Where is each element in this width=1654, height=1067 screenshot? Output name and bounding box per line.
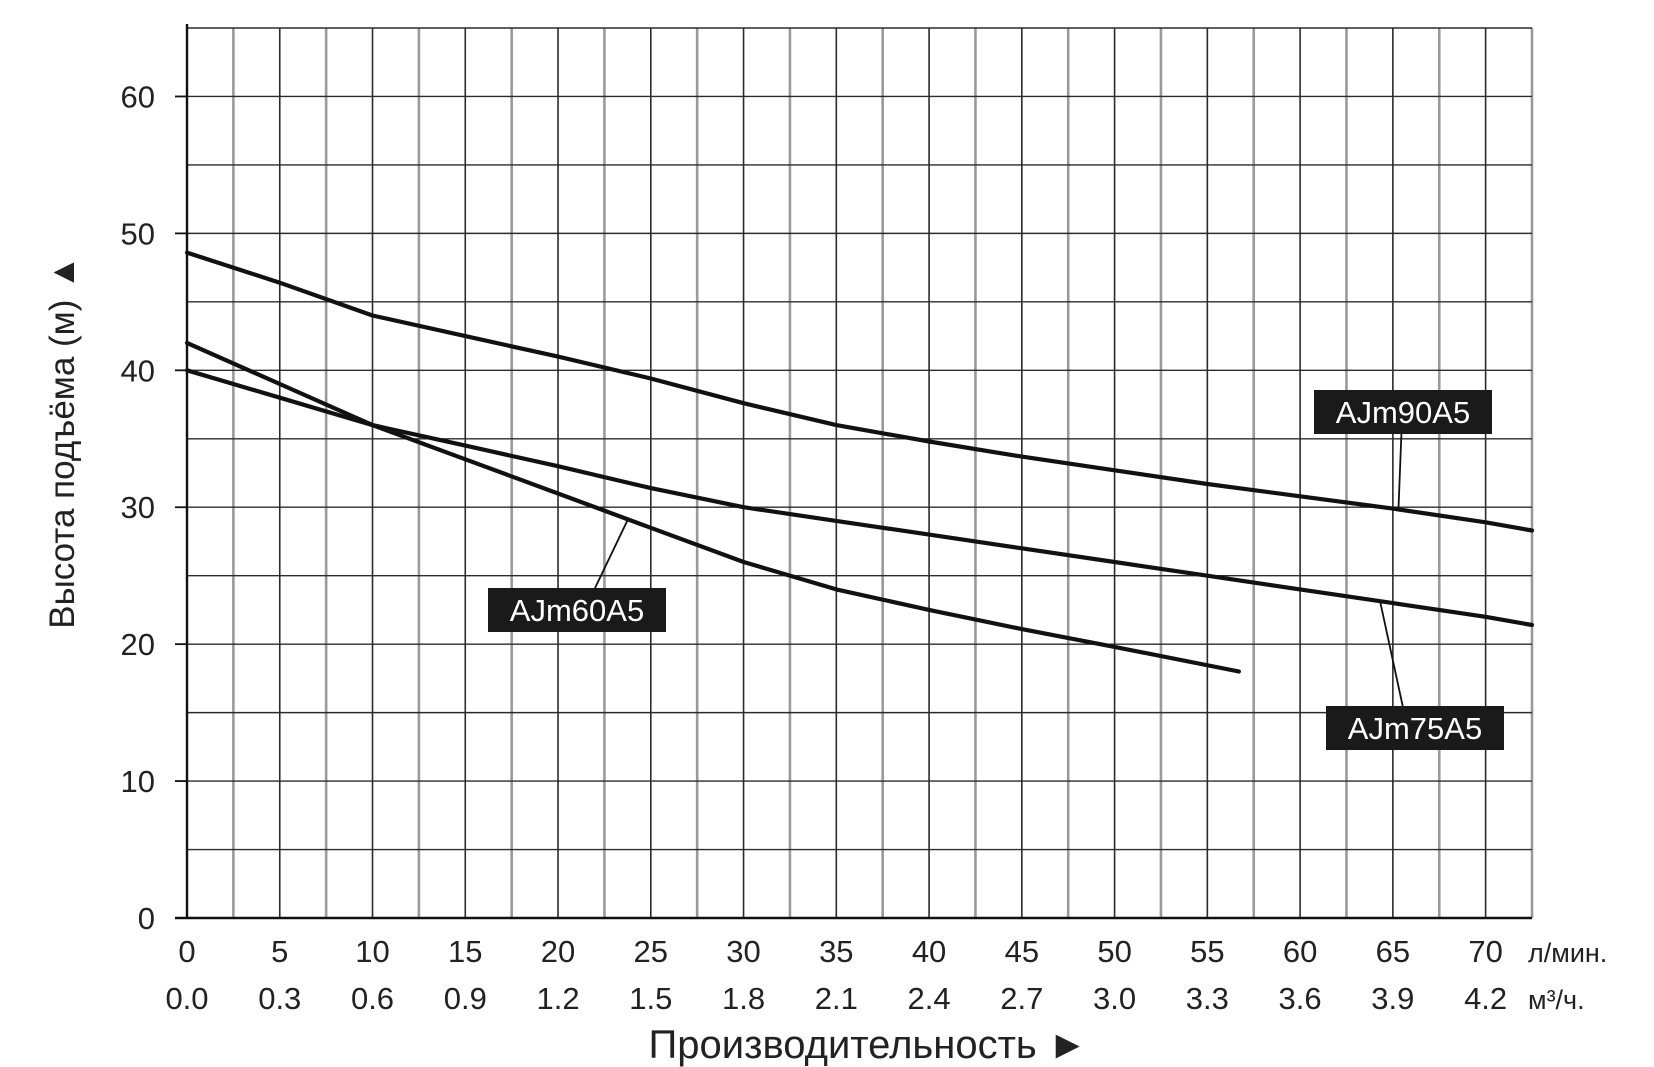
x-tick-label-primary: 0 — [178, 934, 195, 969]
x-tick-label-primary: 55 — [1190, 934, 1224, 969]
leader-line-AJm60A5 — [594, 517, 630, 589]
y-tick-label: 30 — [121, 490, 155, 525]
x-tick-label-secondary: 2.7 — [1000, 981, 1043, 1016]
x-tick-label-secondary: 3.9 — [1371, 981, 1414, 1016]
x-tick-label-secondary: 0.9 — [444, 981, 487, 1016]
y-tick-label: 60 — [121, 79, 155, 114]
x-tick-label-primary: 15 — [448, 934, 482, 969]
series-lines — [184, 250, 1535, 674]
x-tick-label-secondary: 0.0 — [165, 981, 208, 1016]
grid — [186, 27, 1534, 919]
x-tick-label-primary: 25 — [634, 934, 668, 969]
series-label-box-AJm60A5 — [488, 588, 666, 632]
x-tick-label-primary: 40 — [912, 934, 946, 969]
series-labels: AJm90A5 AJm75A5 AJm60A5 — [488, 390, 1504, 750]
axes — [175, 24, 1532, 920]
x-tick-label-primary: 20 — [541, 934, 575, 969]
x-tick-label-secondary: 4.2 — [1464, 981, 1507, 1016]
y-tick-label: 20 — [121, 627, 155, 662]
x-tick-label-primary: 45 — [1005, 934, 1039, 969]
y-axis-title: Высота подъёма (м) ▲ — [43, 255, 82, 629]
series-label-AJm75A5: AJm75A5 — [1348, 711, 1482, 746]
x-tick-label-secondary: 1.5 — [629, 981, 672, 1016]
x-tick-label-secondary: 1.8 — [722, 981, 765, 1016]
tick-labels: 0 10 20 30 40 50 60 0 5 10 15 20 25 30 35 40 45 50 55 60 65 7… — [121, 79, 1508, 1016]
leader-line-AJm90A5 — [1397, 433, 1403, 511]
x-tick-label-secondary: 3.3 — [1186, 981, 1229, 1016]
series-line-AJm75A5 — [184, 368, 1535, 628]
x-tick-label-secondary: 3.6 — [1279, 981, 1322, 1016]
x-tick-label-primary: 10 — [355, 934, 389, 969]
x-unit-primary: л/мин. — [1528, 938, 1607, 968]
x-tick-label-secondary: 2.1 — [815, 981, 858, 1016]
y-tick-label: 50 — [121, 216, 155, 251]
x-tick-label-secondary: 1.2 — [536, 981, 579, 1016]
y-tick-label: 40 — [121, 353, 155, 388]
series-label-box-AJm90A5 — [1314, 390, 1492, 434]
x-tick-label-secondary: 0.6 — [351, 981, 394, 1016]
series-line-AJm90A5 — [184, 250, 1535, 533]
x-axis-title: Производительность ► — [649, 1023, 1088, 1067]
series-line-AJm60A5 — [184, 340, 1242, 674]
x-tick-label-primary: 70 — [1468, 934, 1502, 969]
series-label-AJm90A5: AJm90A5 — [1336, 395, 1470, 430]
x-tick-label-primary: 50 — [1097, 934, 1131, 969]
x-tick-label-secondary: 0.3 — [258, 981, 301, 1016]
series-label-AJm60A5: AJm60A5 — [510, 593, 644, 628]
x-tick-label-primary: 5 — [271, 934, 288, 969]
x-tick-label-primary: 30 — [726, 934, 760, 969]
y-tick-label: 10 — [121, 764, 155, 799]
series-label-box-AJm75A5 — [1326, 706, 1504, 750]
x-tick-label-secondary: 3.0 — [1093, 981, 1136, 1016]
x-tick-label-secondary: 2.4 — [908, 981, 951, 1016]
y-tick-label: 0 — [138, 901, 155, 936]
x-tick-label-primary: 65 — [1376, 934, 1410, 969]
x-unit-secondary: м³/ч. — [1528, 985, 1585, 1015]
x-tick-label-primary: 60 — [1283, 934, 1317, 969]
x-tick-label-primary: 35 — [819, 934, 853, 969]
leader-line-AJm75A5 — [1378, 600, 1404, 707]
